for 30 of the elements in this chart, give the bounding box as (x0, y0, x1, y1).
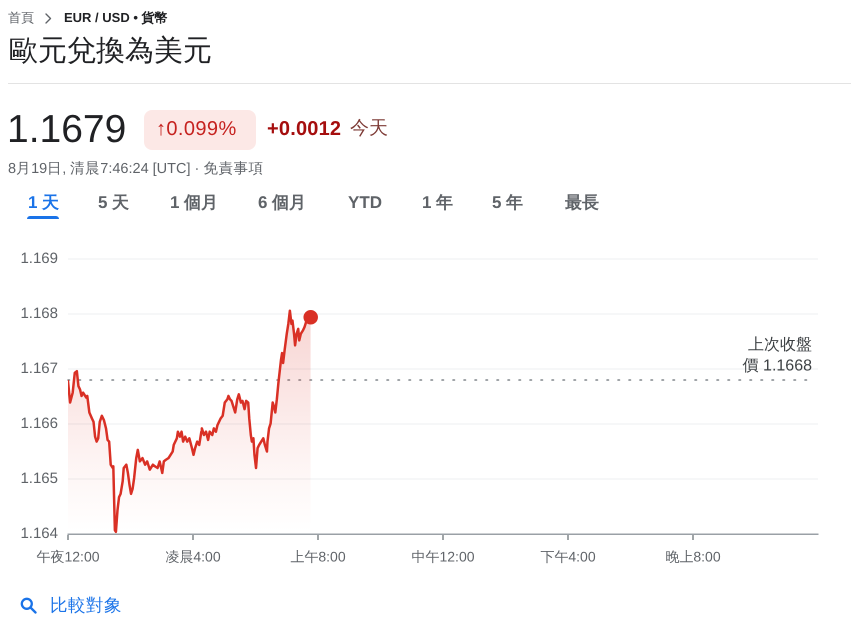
text: 1 個月 (170, 193, 218, 212)
text: 1 天 (28, 193, 60, 212)
ref-line-label: 上次收盤價 1.1668 (742, 335, 812, 374)
x-tick-label: 下午4:00 (540, 548, 596, 564)
text: 5 年 (492, 193, 524, 212)
x-tick-label: 中午12:00 (411, 548, 475, 564)
x-tick-label: 午夜12:00 (36, 548, 100, 564)
x-tick-label: 上午8:00 (290, 548, 346, 564)
text: 6 個月 (258, 193, 306, 212)
text: +0.0012 (267, 118, 342, 140)
y-tick-label: 1.168 (20, 305, 58, 322)
y-tick-label: 1.169 (20, 250, 58, 268)
text: 1.1679 (7, 108, 126, 151)
text: 首頁 (8, 10, 34, 25)
y-tick-label: 1.167 (20, 360, 58, 378)
y-tick-label: 1.166 (20, 415, 58, 432)
text: 最長 (565, 193, 599, 212)
chart-title: 歐元兌換為美元 (9, 35, 212, 67)
y-tick-label: 1.165 (20, 470, 58, 488)
text: 今天 (350, 118, 388, 139)
text: 8月19日, 清晨7:46:24 [UTC] · 免責事項 (8, 161, 264, 177)
text: ↑0.099% (156, 118, 237, 140)
text: 5 天 (98, 193, 130, 212)
y-tick-label: 1.164 (20, 525, 58, 542)
text: 比較對象 (50, 595, 122, 615)
text: YTD (348, 193, 382, 212)
text: EUR / USD • 貨幣 (64, 10, 168, 25)
text: 1 年 (422, 193, 454, 212)
x-tick-label: 凌晨4:00 (165, 548, 221, 564)
x-tick-label: 晚上8:00 (665, 548, 721, 564)
